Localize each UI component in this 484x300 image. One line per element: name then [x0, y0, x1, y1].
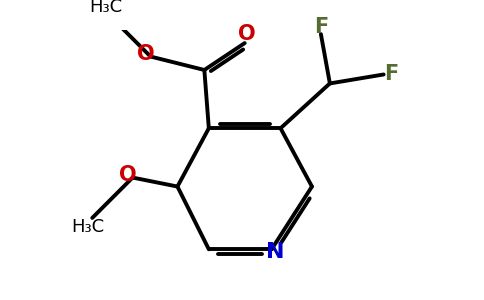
- Text: H₃C: H₃C: [89, 0, 122, 16]
- Text: O: O: [238, 24, 255, 44]
- Text: O: O: [137, 44, 155, 64]
- Text: F: F: [314, 17, 328, 37]
- Text: F: F: [384, 64, 398, 85]
- Text: N: N: [266, 242, 285, 262]
- Text: O: O: [120, 165, 137, 185]
- Text: H₃C: H₃C: [71, 218, 105, 236]
